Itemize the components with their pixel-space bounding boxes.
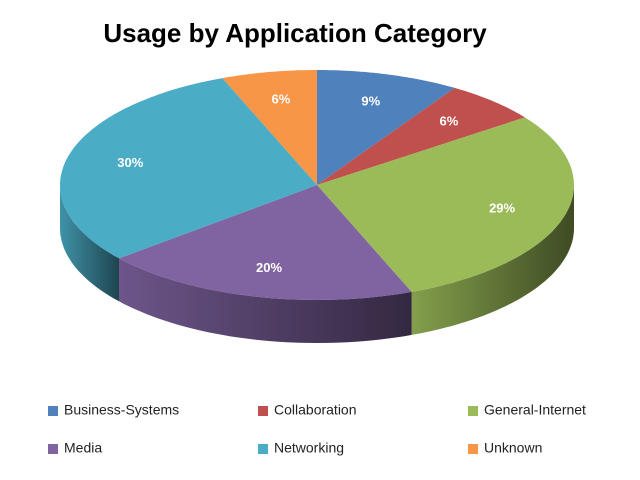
pie-slice (317, 87, 525, 185)
data-label: 20% (256, 260, 282, 275)
legend-swatch (48, 406, 58, 416)
pie-slice (222, 70, 317, 185)
legend-swatch (258, 444, 268, 454)
legend-swatch (468, 406, 478, 416)
pie-side-shade (411, 185, 574, 335)
legend-label: General-Internet (484, 402, 586, 418)
pie-slice (60, 78, 317, 259)
data-label: 6% (440, 114, 459, 129)
legend-swatch (468, 444, 478, 454)
pie-side-shade (119, 258, 412, 343)
legend-swatch (258, 406, 268, 416)
data-label: 30% (117, 155, 143, 170)
data-label: 29% (489, 201, 515, 216)
pie-slice (119, 185, 412, 300)
legend-label: Networking (274, 440, 344, 456)
legend-label: Collaboration (274, 402, 357, 418)
legend-swatch (48, 444, 58, 454)
chart-title: Usage by Application Category (103, 18, 487, 48)
data-label: 6% (271, 92, 290, 107)
pie-slice (317, 117, 574, 292)
legend-label: Business-Systems (64, 402, 179, 418)
pie-slice (317, 70, 455, 185)
data-label: 9% (361, 94, 380, 109)
pie-side-shade (60, 185, 119, 302)
legend-label: Unknown (484, 440, 542, 456)
legend-label: Media (64, 440, 102, 456)
